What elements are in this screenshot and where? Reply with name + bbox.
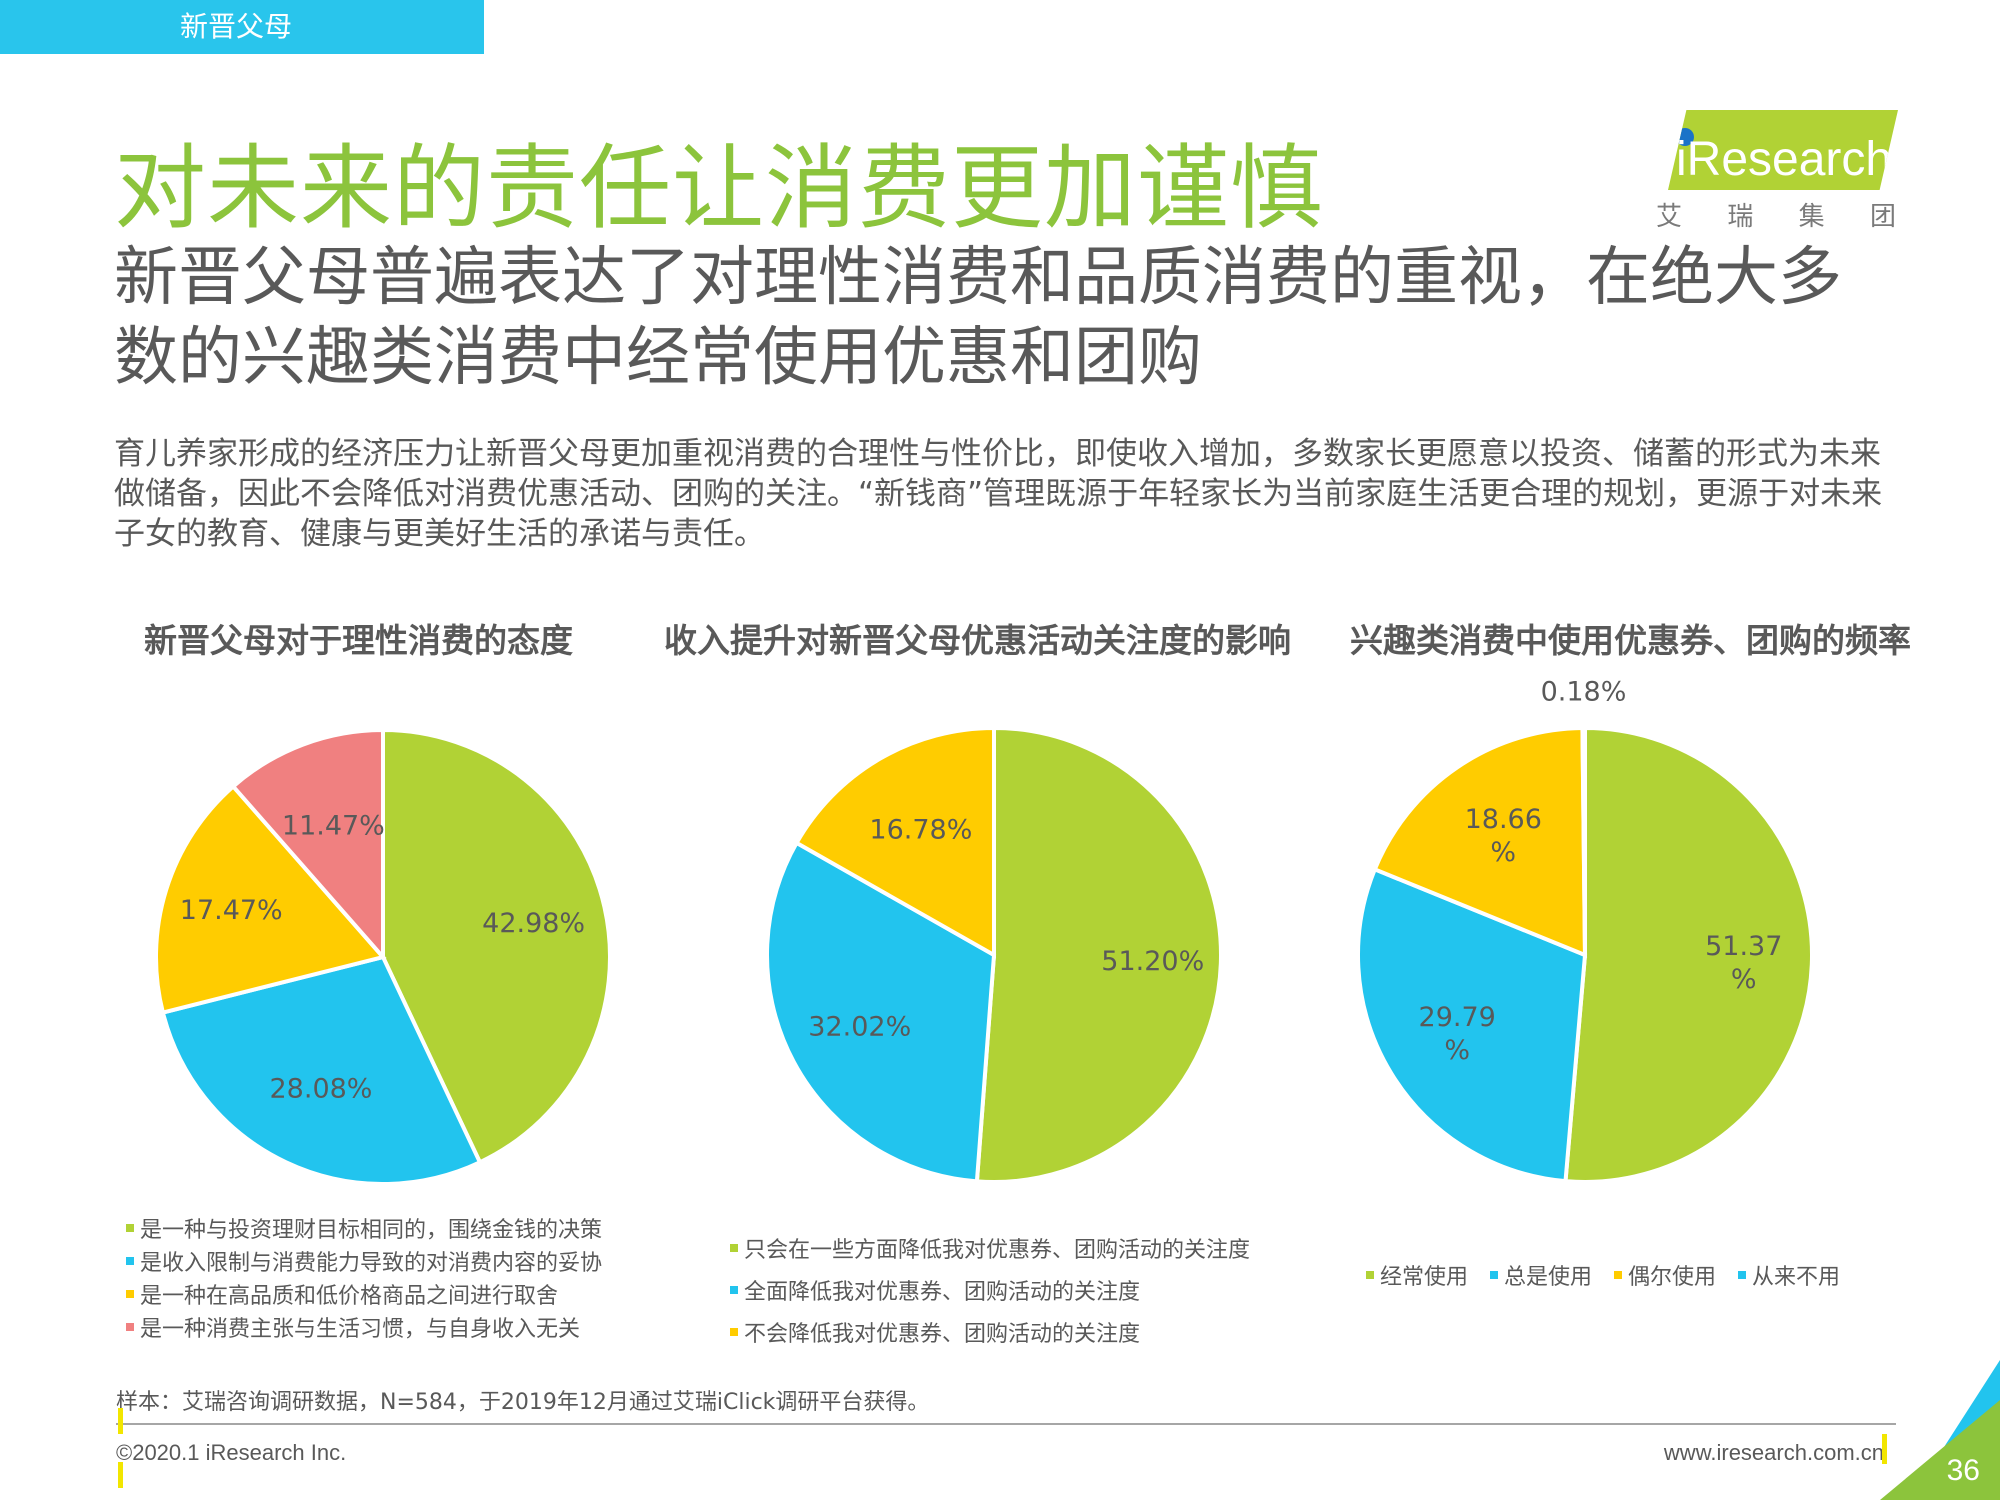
chart-3-legend-item: 偶尔使用 <box>1614 1259 1716 1291</box>
chart-3-legend-item: 经常使用 <box>1366 1259 1468 1291</box>
chart-2-legend-item: 全面降低我对优惠券、团购活动的关注度 <box>730 1269 1250 1311</box>
chart-2-title: 收入提升对新晋父母优惠活动关注度的影响 <box>664 621 1291 660</box>
legend-swatch-icon <box>126 1289 134 1298</box>
chart-2-legend-item: 不会降低我对优惠券、团购活动的关注度 <box>730 1311 1250 1353</box>
chart-3-value-label-2: 29.79% <box>1419 1002 1496 1066</box>
chart-3-legend-item: 总是使用 <box>1490 1259 1592 1291</box>
page-number: 36 <box>1946 1454 1980 1487</box>
legend-label: 是收入限制与消费能力导致的对消费内容的妥协 <box>140 1250 603 1276</box>
chart-3-slice-3 <box>1372 725 1588 958</box>
chart-1-value-label-4: 11.47% <box>282 810 385 841</box>
legend-swatch-icon <box>126 1223 134 1232</box>
iresearch-logo: iResearch 艾 瑞 集 团 <box>1648 104 1900 234</box>
chart-3-slice-4 <box>1580 725 1587 956</box>
chart-3-title: 兴趣类消费中使用优惠券、团购的频率 <box>1350 621 1911 660</box>
legend-swatch-icon <box>1614 1271 1623 1279</box>
corner-decoration <box>1880 1360 2000 1500</box>
chart-2-slice-1 <box>974 725 1223 1184</box>
legend-label: 总是使用 <box>1504 1265 1593 1290</box>
page-title: 对未来的责任让消费更加谨慎 <box>114 135 1324 242</box>
chart-2-value-label-3: 16.78% <box>869 814 972 845</box>
chart-1-slice-3 <box>154 783 387 1016</box>
legend-swatch-icon <box>1490 1271 1499 1279</box>
chart-2-slice-2 <box>765 840 997 1184</box>
legend-label: 从来不用 <box>1752 1265 1841 1290</box>
legend-swatch-icon <box>730 1244 738 1252</box>
logo-text: iResearch <box>1676 133 1893 186</box>
chart-3-legend-item: 从来不用 <box>1738 1259 1840 1291</box>
accent-bar <box>118 1408 123 1434</box>
legend-swatch-icon <box>126 1322 134 1331</box>
chart-3-value-label-4: 0.18% <box>1541 677 1627 708</box>
section-tag: 新晋父母 <box>0 0 484 54</box>
website-url: www.iresearch.com.cn <box>1663 1440 1884 1465</box>
chart-1-legend-item: 是收入限制与消费能力导致的对消费内容的妥协 <box>126 1244 602 1277</box>
chart-3-slice-2 <box>1355 866 1588 1184</box>
footer-divider <box>116 1423 1896 1425</box>
logo-char: 艾 <box>1656 202 1683 232</box>
logo-char: 团 <box>1869 202 1896 232</box>
body-paragraph: 育儿养家形成的经济压力让新晋父母更加重视消费的合理性与性价比，即使收入增加，多数… <box>114 436 1883 552</box>
chart-3-slice-1 <box>1563 725 1814 1184</box>
legend-swatch-icon <box>730 1286 738 1294</box>
legend-swatch-icon <box>126 1256 134 1265</box>
chart-1-legend: 是一种与投资理财目标相同的，围绕金钱的决策 是收入限制与消费能力导致的对消费内容的… <box>126 1211 602 1343</box>
chart-1-slice-2 <box>160 954 483 1186</box>
legend-label: 是一种在高品质和低价格商品之间进行取舍 <box>140 1283 559 1309</box>
chart-1-legend-item: 是一种与投资理财目标相同的，围绕金钱的决策 <box>126 1211 602 1244</box>
copyright: ©2020.1 iResearch Inc. <box>116 1440 347 1465</box>
logo-char: 集 <box>1798 202 1825 232</box>
legend-label: 全面降低我对优惠券、团购活动的关注度 <box>744 1280 1141 1305</box>
chart-1-slice-4 <box>230 727 385 963</box>
legend-swatch-icon <box>1738 1271 1747 1279</box>
chart-1-title: 新晋父母对于理性消费的态度 <box>144 621 573 660</box>
legend-label: 偶尔使用 <box>1628 1265 1717 1290</box>
chart-1-slice-1 <box>381 727 612 1165</box>
chart-2-legend-item: 只会在一些方面降低我对优惠券、团购活动的关注度 <box>730 1227 1250 1269</box>
chart-1-value-label-3: 17.47% <box>180 895 283 926</box>
legend-label: 经常使用 <box>1380 1265 1469 1290</box>
chart-2-value-label-1: 51.20% <box>1101 946 1204 977</box>
chart-3-legend: 经常使用 总是使用 偶尔使用 从来不用 <box>1366 1259 1840 1291</box>
chart-1-value-label-1: 42.98% <box>482 908 585 939</box>
chart-1-legend-item: 是一种消费主张与生活习惯，与自身收入无关 <box>126 1310 602 1343</box>
accent-bar <box>1882 1434 1887 1464</box>
page-subtitle: 新晋父母普遍表达了对理性消费和品质消费的重视，在绝大多数的兴趣类消费中经常使用优… <box>114 241 1842 395</box>
chart-3-value-label-3: 18.66% <box>1465 804 1542 868</box>
legend-label: 是一种与投资理财目标相同的，围绕金钱的决策 <box>140 1217 603 1243</box>
accent-bar <box>118 1462 123 1488</box>
chart-2-value-label-2: 32.02% <box>808 1012 911 1043</box>
logo-char: 瑞 <box>1727 202 1754 232</box>
source-note: 样本：艾瑞咨询调研数据，N=584，于2019年12月通过艾瑞iClick调研平… <box>116 1390 930 1415</box>
chart-1-legend-item: 是一种在高品质和低价格商品之间进行取舍 <box>126 1277 602 1310</box>
legend-label: 不会降低我对优惠券、团购活动的关注度 <box>744 1322 1141 1347</box>
legend-label: 是一种消费主张与生活习惯，与自身收入无关 <box>140 1316 581 1342</box>
legend-label: 只会在一些方面降低我对优惠券、团购活动的关注度 <box>744 1238 1251 1263</box>
legend-swatch-icon <box>1366 1271 1374 1279</box>
legend-swatch-icon <box>730 1328 738 1336</box>
logo-chinese-name: 艾 瑞 集 团 <box>1656 196 1896 233</box>
chart-2-legend: 只会在一些方面降低我对优惠券、团购活动的关注度 全面降低我对优惠券、团购活动的关注… <box>730 1227 1250 1353</box>
chart-3-value-label-1: 51.37% <box>1705 931 1782 995</box>
chart-2-slice-3 <box>793 725 996 959</box>
chart-1-value-label-2: 28.08% <box>270 1073 373 1104</box>
